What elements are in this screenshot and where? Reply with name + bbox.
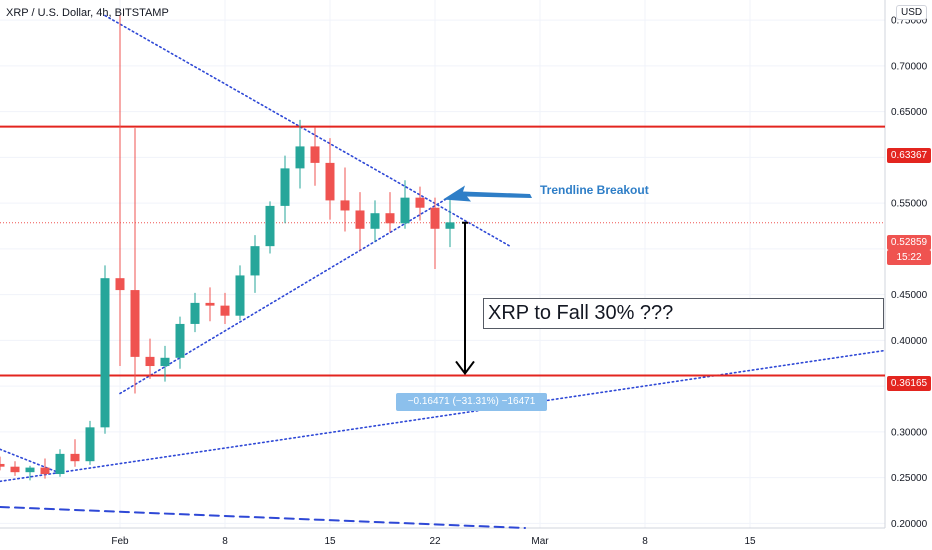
x-tick-label: 15 [744, 536, 756, 547]
callout-text: XRP to Fall 30% ??? [488, 302, 674, 324]
candle-body[interactable] [295, 146, 305, 169]
candle-body[interactable] [160, 357, 170, 367]
currency-selector[interactable]: USD [896, 5, 928, 20]
candle-body[interactable] [430, 207, 440, 229]
callout-text-box[interactable]: XRP to Fall 30% ??? [483, 298, 884, 329]
candle-body[interactable] [250, 246, 260, 276]
y-tick-label: 0.65000 [891, 107, 928, 118]
bar-countdown-tag: 15:22 [887, 250, 931, 265]
candle-body[interactable] [235, 275, 245, 316]
y-tick-label: 0.25000 [891, 473, 928, 484]
candle-body[interactable] [340, 200, 350, 211]
candle-body[interactable] [385, 213, 395, 224]
candle-body[interactable] [280, 168, 290, 206]
price-range-measure-label[interactable]: −0.16471 (−31.31%) −16471 [396, 393, 547, 411]
candle-body[interactable] [100, 278, 110, 428]
y-tick-label: 0.55000 [891, 199, 928, 210]
y-tick-label: 0.30000 [891, 427, 928, 438]
x-tick-label: 8 [642, 536, 648, 547]
candle-body[interactable] [205, 302, 215, 306]
candle-body[interactable] [85, 427, 95, 462]
dashed-trendline[interactable] [0, 505, 526, 529]
chart-grid [0, 0, 885, 528]
candle-body[interactable] [40, 467, 50, 475]
candle-body[interactable] [415, 197, 425, 208]
annotation-layer [443, 185, 532, 376]
upper-level-price-tag: 0.63367 [887, 148, 931, 163]
y-tick-label: 0.40000 [891, 336, 928, 347]
candle-body[interactable] [70, 453, 80, 462]
x-tick-label: 15 [324, 536, 336, 547]
y-tick-label: 0.70000 [891, 61, 928, 72]
symbol-title[interactable]: XRP / U.S. Dollar, 4h, BITSTAMP [6, 7, 169, 19]
dotted-trendline[interactable] [119, 195, 451, 395]
candle-body[interactable] [0, 463, 5, 467]
last-price-tag: 0.52859 [887, 235, 931, 250]
x-tick-label: Feb [111, 536, 129, 547]
candle-body[interactable] [445, 222, 455, 229]
candle-body[interactable] [190, 302, 200, 324]
measure-arrow-head [455, 360, 475, 376]
candle-body[interactable] [220, 305, 230, 316]
candle-body[interactable] [325, 162, 335, 201]
breakout-arrow[interactable] [443, 185, 532, 202]
candlestick-series [0, 15, 455, 481]
candle-body[interactable] [145, 356, 155, 367]
y-tick-label: 0.75000 [891, 16, 928, 27]
lower-level-price-tag: 0.36165 [887, 376, 931, 391]
candle-body[interactable] [370, 213, 380, 229]
candle-body[interactable] [130, 290, 140, 357]
dotted-trendline[interactable] [0, 349, 886, 483]
x-tick-label: Mar [531, 536, 549, 547]
x-tick-label: 8 [222, 536, 228, 547]
candle-body[interactable] [400, 197, 410, 224]
y-tick-label: 0.45000 [891, 290, 928, 301]
candle-body[interactable] [355, 210, 365, 229]
candle-body[interactable] [55, 453, 65, 475]
candle-body[interactable] [25, 467, 35, 473]
trendline-breakout-label[interactable]: Trendline Breakout [540, 183, 649, 197]
dotted-trendline[interactable] [0, 448, 61, 474]
candle-body[interactable] [115, 278, 125, 291]
trendlines [0, 14, 886, 529]
horizontal-levels [0, 125, 885, 377]
candle-body[interactable] [310, 146, 320, 163]
x-tick-label: 22 [429, 536, 441, 547]
candle-body[interactable] [265, 205, 275, 247]
y-tick-label: 0.20000 [891, 519, 928, 530]
candle-body[interactable] [175, 323, 185, 358]
candle-body[interactable] [10, 466, 20, 473]
dotted-trendline[interactable] [104, 14, 511, 247]
